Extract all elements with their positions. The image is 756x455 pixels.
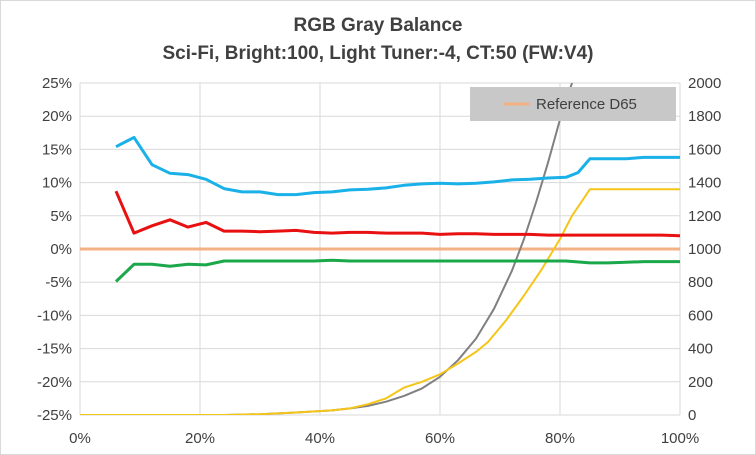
y-left-tick-label: -5% (45, 274, 72, 291)
y-left-tick-label: -25% (37, 407, 72, 424)
y-left-tick-label: 0% (50, 241, 72, 258)
legend-label-reference: Reference D65 (536, 96, 637, 113)
y-left-tick-label: -20% (37, 374, 72, 391)
chart-subtitle: Sci-Fi, Bright:100, Light Tuner:-4, CT:5… (162, 43, 594, 64)
y-right-tick-label: 200 (688, 374, 713, 391)
y-left-tick-label: 20% (42, 108, 72, 125)
x-tick-label: 60% (425, 430, 455, 447)
x-tick-label: 40% (305, 430, 335, 447)
y-right-tick-label: 1000 (688, 241, 721, 258)
y-left-tick-label: 5% (50, 208, 72, 225)
y-right-tick-label: 400 (688, 341, 713, 358)
y-left-tick-label: 25% (42, 75, 72, 92)
y-right-tick-label: 800 (688, 274, 713, 291)
y-left-tick-label: -10% (37, 307, 72, 324)
y-right-tick-label: 1800 (688, 108, 721, 125)
series-line-red (114, 190, 680, 238)
chart-title: RGB Gray Balance (293, 15, 463, 36)
y-left-tick-label: 15% (42, 141, 72, 158)
series-line-green (114, 258, 680, 283)
y-right-tick-label: 1600 (688, 141, 721, 158)
y-right-tick-label: 0 (688, 407, 696, 424)
series-line-yellow (80, 188, 680, 415)
x-tick-label: 100% (661, 430, 699, 447)
series-line-blue (115, 135, 680, 197)
y-left-tick-label: 10% (42, 175, 72, 192)
y-left-tick-label: -15% (37, 341, 72, 358)
x-tick-label: 20% (185, 430, 215, 447)
x-tick-label: 80% (545, 430, 575, 447)
y-right-tick-label: 1200 (688, 208, 721, 225)
y-right-tick-label: 600 (688, 307, 713, 324)
x-tick-label: 0% (69, 430, 91, 447)
y-right-tick-label: 2000 (688, 75, 721, 92)
y-right-tick-label: 1400 (688, 175, 721, 192)
